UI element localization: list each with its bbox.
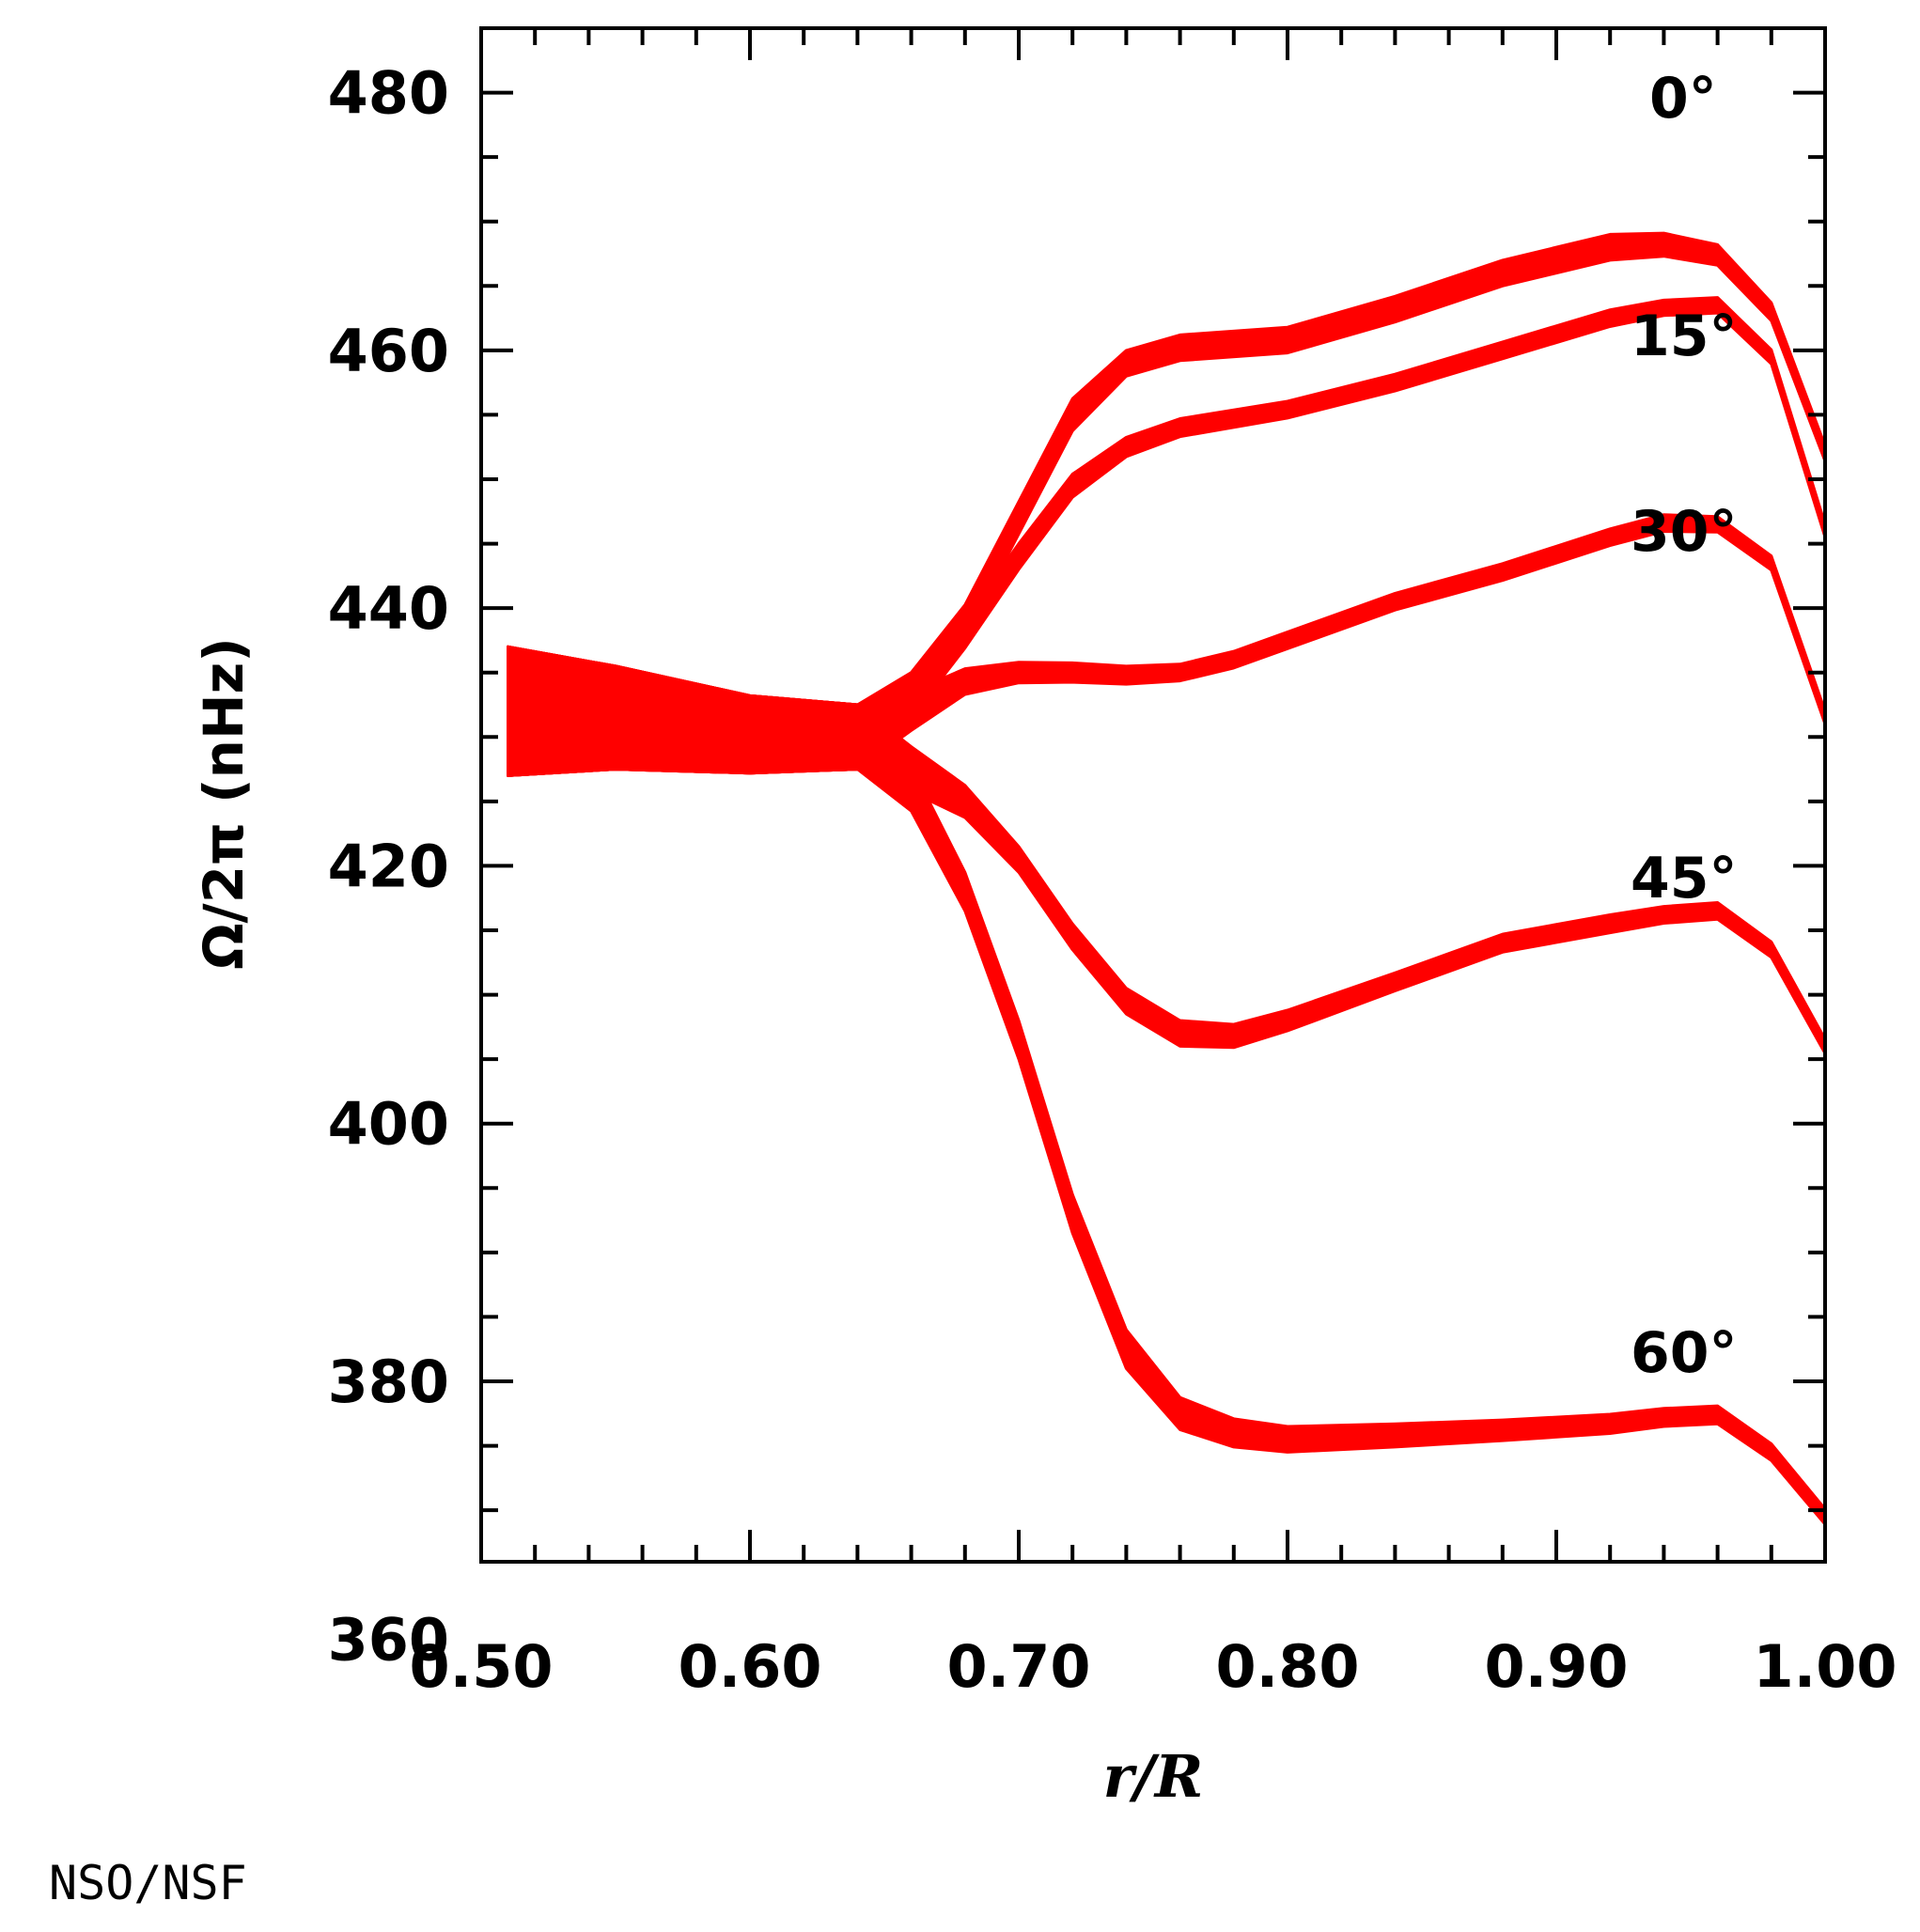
series-layer <box>507 231 1827 1526</box>
series-label-45: 45° <box>1631 846 1738 911</box>
y-tick-label: 380 <box>328 1348 449 1416</box>
series-band-4 <box>507 645 1827 1526</box>
x-tick-label: 0.90 <box>1485 1632 1629 1701</box>
tick-layer <box>479 28 1827 1562</box>
x-tick-label: 0.60 <box>679 1632 822 1701</box>
x-tick-label: 1.00 <box>1754 1632 1897 1701</box>
x-axis-title: r/R <box>1103 1742 1204 1811</box>
y-tick-label: 360 <box>328 1605 449 1674</box>
label-layer: 0.50 0.60 0.70 0.80 0.90 1.00 360 380 400 420 440 4… <box>328 59 1897 1701</box>
y-tick-label: 400 <box>328 1090 449 1159</box>
series-label-30: 30° <box>1631 499 1738 565</box>
y-tick-label: 420 <box>328 832 449 900</box>
y-tick-label: 440 <box>328 574 449 643</box>
series-label-60: 60° <box>1631 1320 1738 1386</box>
x-tick-label: 0.50 <box>410 1632 554 1701</box>
y-tick-label: 460 <box>328 317 449 385</box>
series-label-15: 15° <box>1631 304 1738 369</box>
x-tick-label: 0.80 <box>1216 1632 1360 1701</box>
y-tick-label: 480 <box>328 59 449 128</box>
x-tick-label: 0.70 <box>947 1632 1091 1701</box>
y-axis-title: Ω/2π (nHz) <box>192 637 256 970</box>
series-label-0: 0° <box>1649 66 1717 132</box>
credit-text: NSO/NSF <box>49 1856 247 1910</box>
plot-frame <box>479 26 1827 1564</box>
